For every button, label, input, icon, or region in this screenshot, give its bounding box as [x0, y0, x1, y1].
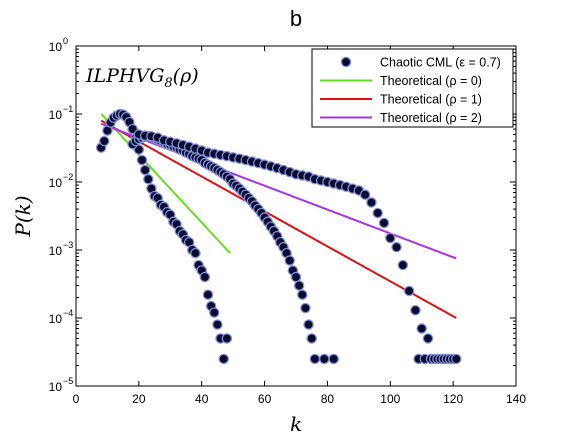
y-tick-label: 10: [49, 312, 63, 326]
data-point: [391, 241, 402, 253]
x-axis-label: k: [290, 412, 302, 436]
y-tick-exponent: −1: [63, 104, 73, 114]
plot-annotation: ILPHVG8(ρ): [85, 65, 199, 91]
data-point: [209, 307, 220, 318]
data-point: [99, 135, 110, 147]
y-tick-label: 10: [49, 108, 63, 122]
data-point: [309, 353, 321, 365]
data-point: [290, 271, 302, 283]
data-point: [451, 353, 462, 365]
data-point: [378, 217, 390, 229]
data-point: [359, 189, 371, 200]
data-point: [221, 333, 233, 344]
data-point: [328, 353, 339, 365]
y-tick-exponent: −3: [63, 240, 73, 250]
data-point: [397, 259, 409, 271]
axis-ticks: 0 20 40 60 80 100 120 14010−510−410−310−210−110…: [49, 36, 527, 406]
annotation-main: ILPHVG: [85, 65, 164, 87]
legend-label: Theoretical (ρ = 1): [380, 93, 482, 107]
x-tick-label: 80: [321, 392, 335, 406]
data-point: [385, 232, 396, 244]
plot-frame: [75, 45, 517, 387]
data-point: [212, 319, 223, 330]
x-tick-label: 40: [195, 392, 209, 406]
x-tick-label: 120: [443, 392, 463, 406]
y-axis-label: P(k): [11, 195, 35, 237]
x-tick-label: 100: [380, 392, 400, 406]
x-tick-label: 140: [506, 392, 526, 406]
y-tick-exponent: −4: [63, 308, 73, 318]
theoretical-line: [100, 113, 231, 254]
annotation-arg: (ρ): [173, 65, 199, 87]
data-point: [297, 289, 308, 300]
data-point: [136, 154, 148, 166]
chart-title: b: [290, 6, 302, 31]
data-point: [422, 333, 434, 344]
data-point: [303, 319, 314, 330]
annotation-sub: 8: [164, 76, 172, 91]
data-point: [202, 289, 214, 300]
y-tick-label: 10: [49, 244, 63, 258]
legend-label: Chaotic CML (ε = 0.7): [380, 56, 501, 70]
y-tick-label: 10: [49, 176, 63, 190]
x-tick-label: 20: [132, 392, 146, 406]
data-point: [300, 302, 311, 314]
y-tick-label: 10: [49, 380, 63, 394]
scatter-points: [95, 108, 462, 365]
x-tick-label: 0: [73, 392, 80, 406]
y-tick-exponent: −5: [63, 376, 73, 386]
data-point: [366, 197, 377, 208]
data-point: [372, 207, 383, 219]
legend-marker-swatch: [340, 56, 352, 68]
data-point: [416, 323, 427, 334]
legend-items: Chaotic CML (ε = 0.7) Theoretical (ρ = 0)…: [320, 56, 501, 125]
data-point: [218, 353, 229, 365]
y-tick-exponent: −2: [63, 172, 73, 182]
data-point: [143, 173, 154, 185]
data-point: [319, 353, 330, 365]
data-point: [403, 285, 415, 297]
data-point: [306, 333, 317, 344]
theoretical-line: [100, 119, 457, 319]
data-point: [410, 305, 421, 316]
legend-label: Theoretical (ρ = 0): [380, 74, 482, 88]
legend-label: Theoretical (ρ = 2): [380, 111, 482, 125]
y-tick-exponent: 0: [63, 36, 68, 46]
data-point: [293, 280, 305, 291]
y-tick-label: 10: [49, 40, 63, 54]
legend: Chaotic CML (ε = 0.7) Theoretical (ρ = 0)…: [311, 48, 514, 128]
data-point: [199, 271, 211, 283]
data-point: [190, 247, 201, 259]
series-lines: [100, 113, 457, 319]
data-point: [284, 255, 295, 266]
x-tick-label: 60: [258, 392, 272, 406]
data-point: [139, 164, 151, 176]
